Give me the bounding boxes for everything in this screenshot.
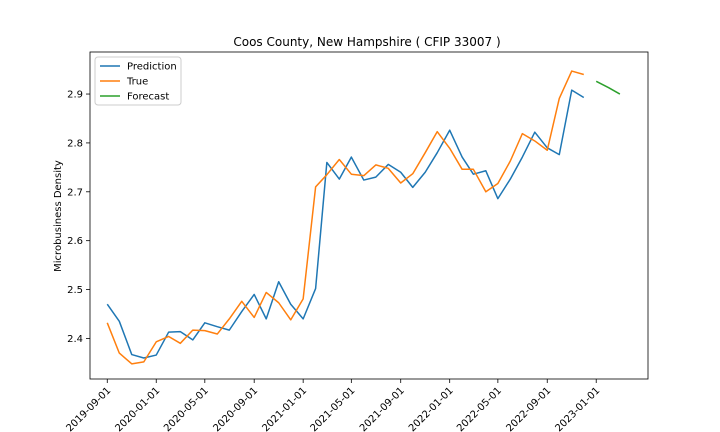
- x-tick-label: 2022-09-01: [504, 385, 553, 432]
- y-tick-label: 2.9: [67, 90, 83, 101]
- y-tick-label: 2.8: [67, 138, 83, 149]
- series-line-prediction: [106, 89, 585, 359]
- y-tick-label: 2.5: [67, 285, 83, 296]
- x-tick-label: 2020-01-01: [113, 385, 162, 432]
- y-tick-label: 2.6: [67, 236, 83, 247]
- legend: Prediction True Forecast: [94, 56, 182, 106]
- plot-frame: [89, 51, 649, 380]
- y-axis-label: Microbusiness Density: [53, 160, 64, 272]
- x-tick-label: 2022-05-01: [455, 385, 504, 432]
- series-line-forecast: [595, 80, 621, 95]
- y-tick-label: 2.4: [67, 334, 83, 345]
- x-tick-label: 2021-05-01: [309, 385, 358, 432]
- series-line-true: [106, 70, 584, 365]
- legend-label-forecast: Forecast: [127, 92, 169, 103]
- x-tick-label: 2021-01-01: [260, 385, 309, 432]
- legend-label-prediction: Prediction: [127, 62, 177, 73]
- x-tick-label: 2020-09-01: [211, 385, 260, 432]
- x-tick-label: 2020-05-01: [162, 385, 211, 432]
- legend-label-true: True: [126, 77, 148, 88]
- x-tick-label: 2022-01-01: [407, 385, 456, 432]
- legend-box: [94, 56, 182, 106]
- x-tick-label: 2023-01-01: [553, 385, 602, 432]
- x-tick-label: 2021-09-01: [358, 385, 407, 432]
- y-tick-label: 2.7: [67, 187, 83, 198]
- chart-title: Coos County, New Hampshire ( CFIP 33007 …: [233, 35, 500, 49]
- x-tick-label: 2019-09-01: [65, 385, 114, 432]
- series-layer: [106, 70, 621, 365]
